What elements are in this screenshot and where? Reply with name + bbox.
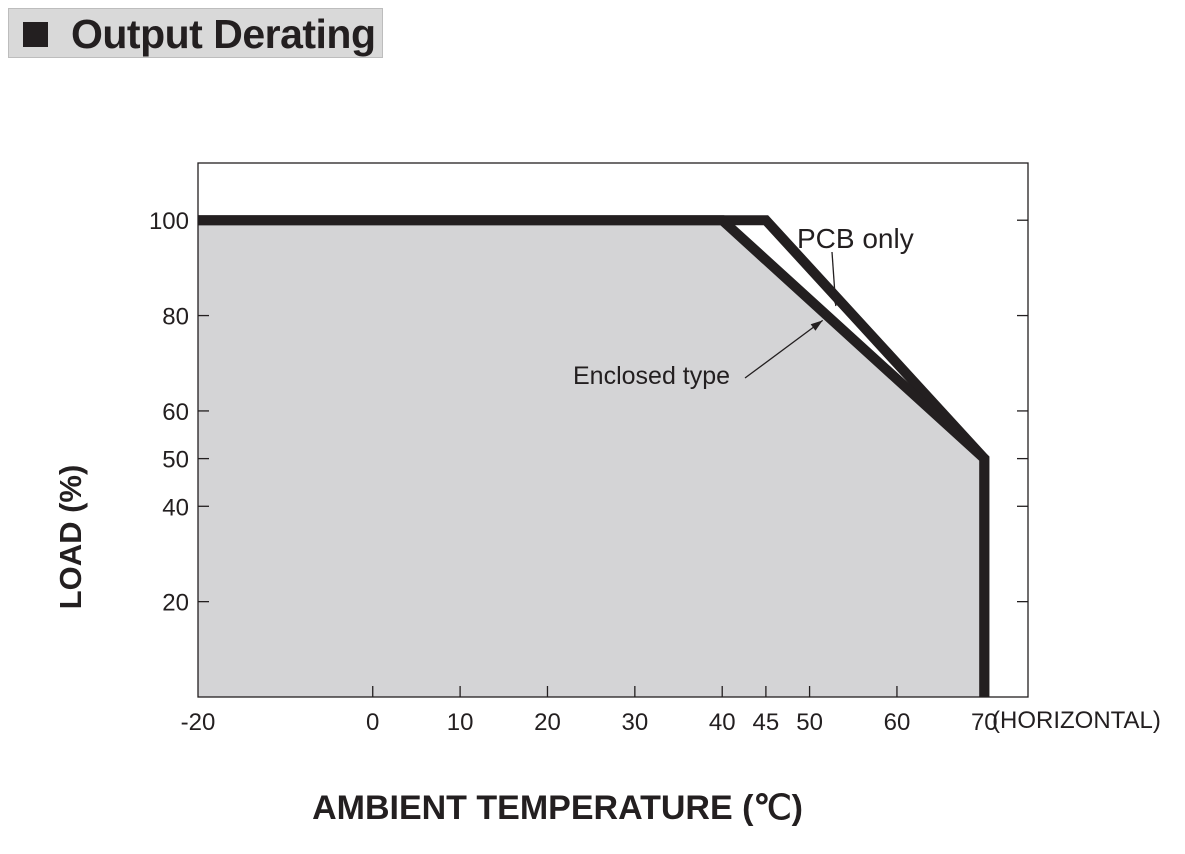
series-line-enclosed-type: [198, 215, 990, 697]
leader-enclosed-type: [744, 319, 824, 379]
label-pcb-only: PCB only: [797, 223, 914, 254]
page-title: Output Derating: [71, 11, 376, 57]
y-tick-label: 50: [162, 447, 189, 474]
x-tick-label: 50: [796, 709, 823, 736]
bullet-square-icon: [23, 22, 48, 47]
x-tick-label: 40: [709, 709, 736, 736]
x-tick-label: 0: [366, 709, 379, 736]
section-header: Output Derating: [8, 8, 383, 58]
x-axis-note: (HORIZONTAL): [992, 707, 1161, 734]
shaded-area: [198, 220, 985, 697]
y-axis-title: LOAD (%): [53, 464, 88, 610]
x-axis-title: AMBIENT TEMPERATURE (℃): [312, 789, 803, 827]
x-tick-label: -20: [181, 709, 216, 736]
x-tick-label: 20: [534, 709, 561, 736]
y-tick-label: 60: [162, 399, 189, 426]
y-tick-label: 80: [162, 304, 189, 331]
arrowhead-icon: [810, 320, 823, 331]
x-tick-label: 45: [753, 709, 780, 736]
y-tick-label: 100: [149, 208, 189, 235]
x-tick-label: 60: [884, 709, 911, 736]
x-tick-label: 10: [447, 709, 474, 736]
y-tick-label: 40: [162, 494, 189, 521]
x-tick-label: 70: [971, 709, 998, 736]
plot-frame: [197, 162, 1029, 698]
y-tick-label: 20: [162, 590, 189, 617]
arrowhead-icon: [830, 293, 839, 307]
x-tick-label: 30: [621, 709, 648, 736]
label-enclosed-type: Enclosed type: [573, 362, 730, 390]
